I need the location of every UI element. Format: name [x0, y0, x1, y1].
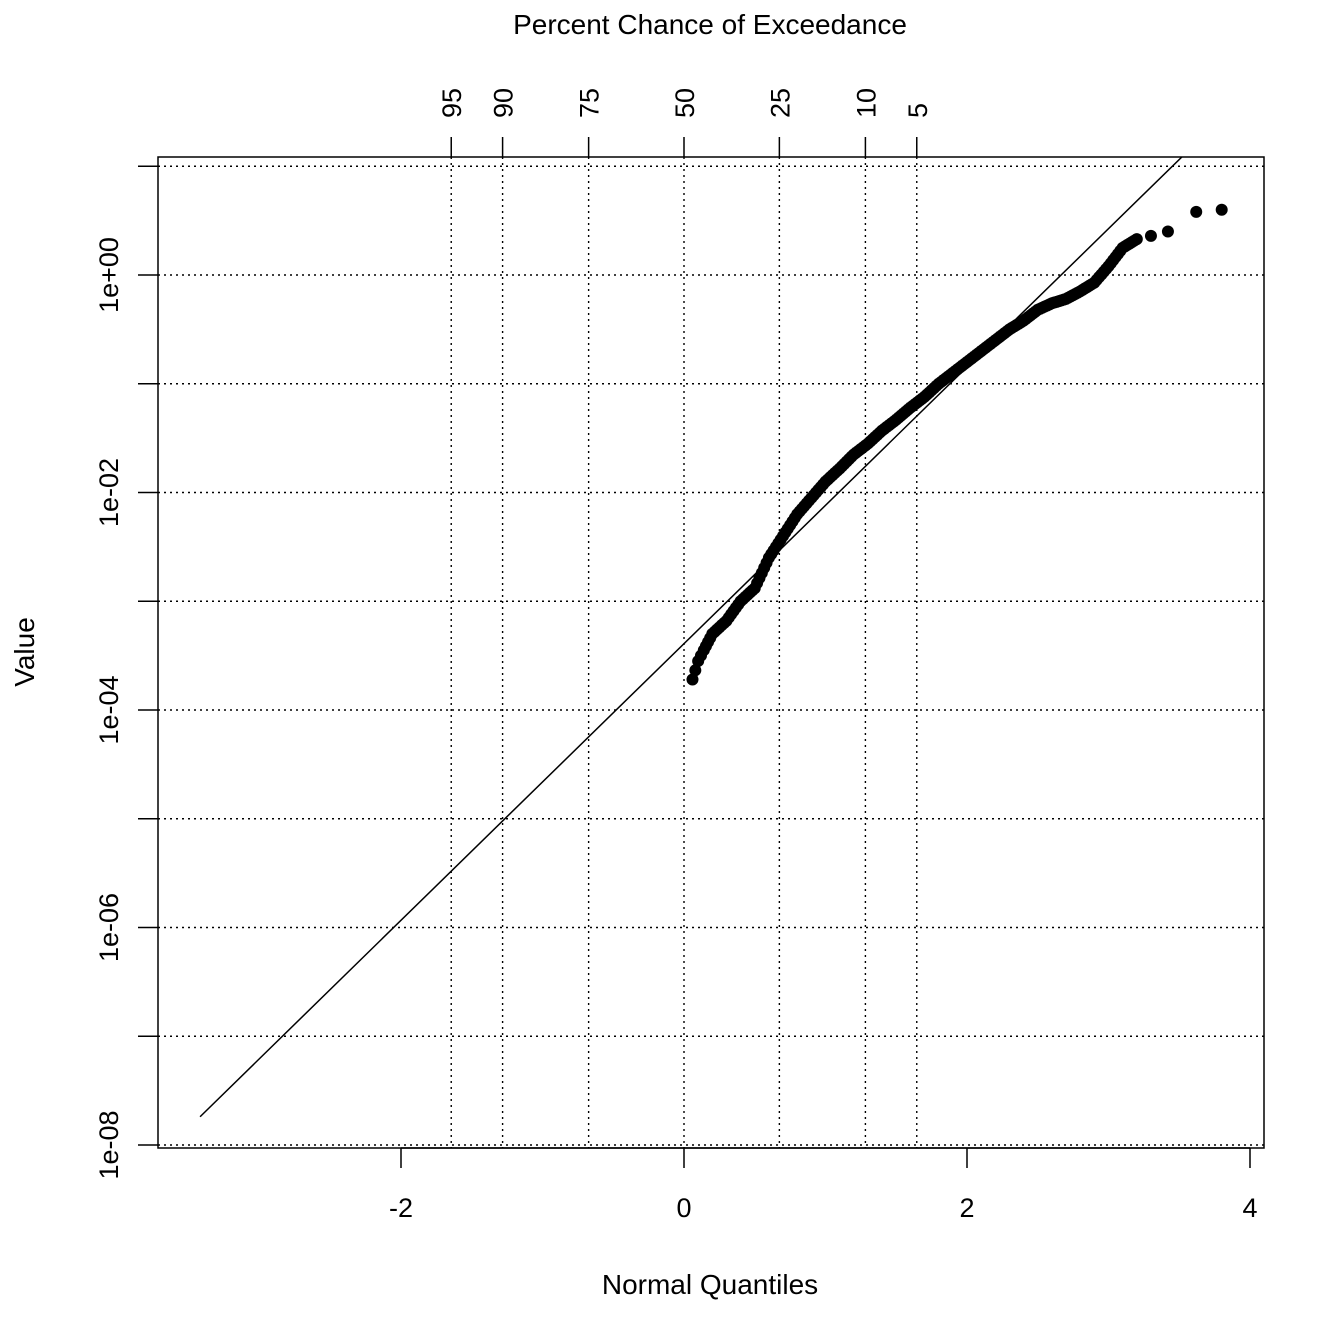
- top-tick-label: 90: [489, 88, 519, 118]
- top-axis-title: Percent Chance of Exceedance: [513, 9, 907, 40]
- y-axis-title: Value: [9, 617, 40, 687]
- fit-line-group: [199, 157, 1183, 1118]
- data-point: [689, 664, 702, 677]
- x-axis-title: Normal Quantiles: [602, 1269, 818, 1300]
- y-tick-label: 1e-08: [94, 1110, 124, 1179]
- data-point: [1130, 233, 1143, 246]
- data-point: [1215, 203, 1228, 216]
- top-tick-label: 75: [575, 88, 605, 118]
- y-tick-label: 1e-04: [94, 675, 124, 744]
- data-point: [1144, 229, 1157, 242]
- fit-line: [199, 157, 1183, 1118]
- top-tick-label: 5: [903, 103, 933, 118]
- y-tick-label: 1e-02: [94, 458, 124, 527]
- x-tick-label: 4: [1242, 1193, 1257, 1223]
- data-point: [1161, 225, 1174, 238]
- x-tick-label: -2: [389, 1193, 413, 1223]
- x-tick-label: 2: [959, 1193, 974, 1223]
- y-tick-label: 1e-06: [94, 893, 124, 962]
- plot-frame: [157, 156, 1265, 1149]
- data-points: [686, 203, 1228, 686]
- top-tick-label: 10: [851, 88, 881, 118]
- data-point: [1190, 205, 1203, 218]
- top-tick-label: 95: [437, 88, 467, 118]
- grid-lines: [158, 157, 1264, 1148]
- top-tick-label: 50: [670, 88, 700, 118]
- top-tick-label: 25: [765, 88, 795, 118]
- y-tick-label: 1e+00: [94, 237, 124, 313]
- data-point: [686, 673, 699, 686]
- axes: 1e+00 1e-02 1e-04 1e-06 1e-08 -2 0 2 4 95 90 75 50 25…: [94, 88, 1258, 1223]
- x-tick-label: 0: [676, 1193, 691, 1223]
